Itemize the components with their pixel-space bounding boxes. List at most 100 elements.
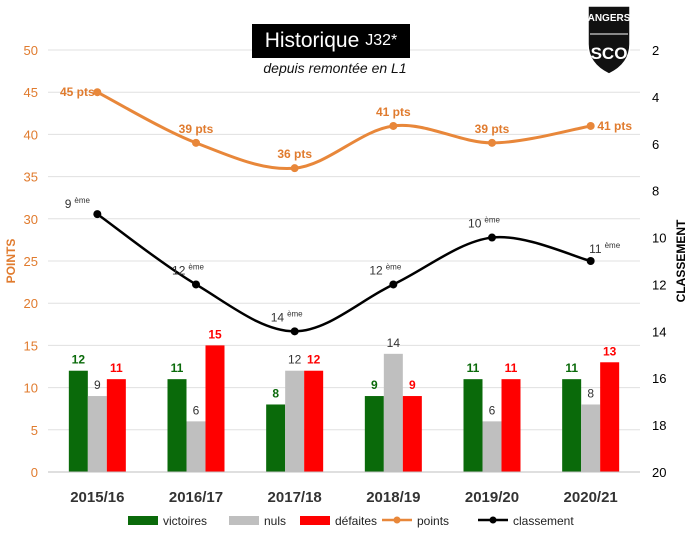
points-data-label: 41 pts	[376, 105, 411, 119]
y-right-tick-label: 4	[652, 90, 659, 105]
bar-nuls	[186, 421, 206, 472]
bar-nuls	[383, 353, 403, 472]
y-right-tick-label: 8	[652, 184, 659, 199]
point-marker	[586, 121, 595, 130]
bar-data-label: 12	[288, 353, 302, 367]
points-data-label: 45 pts	[60, 85, 95, 99]
bar-data-label: 11	[171, 361, 184, 375]
y-right-tick-label: 14	[652, 324, 666, 339]
y-left-axis-title: POINTS	[4, 239, 18, 284]
angers-sco-logo: ANGERS SCO	[587, 5, 631, 75]
legend-marker	[489, 516, 497, 524]
bar-data-label: 14	[387, 336, 401, 350]
x-tick-label: 2017/18	[268, 489, 322, 506]
bar-victoires	[562, 379, 582, 472]
point-marker	[290, 164, 299, 173]
bar-défaites	[600, 362, 620, 472]
y-left-tick-label: 20	[24, 296, 38, 311]
point-marker	[389, 121, 398, 130]
classement-marker	[93, 210, 102, 219]
points-data-label: 36 pts	[277, 147, 312, 161]
bar-victoires	[266, 404, 286, 472]
points-data-label: 41 pts	[597, 119, 632, 133]
x-tick-label: 2015/16	[70, 489, 124, 506]
classement-data-label: 12 ème	[172, 262, 204, 277]
bar-data-label: 9	[94, 378, 101, 392]
title-suffix: J32*	[365, 32, 398, 49]
chart-title: Historique J32*	[252, 24, 410, 58]
bar-data-label: 11	[565, 361, 578, 375]
chart-subtitle: depuis remontée en L1	[263, 60, 407, 76]
bar-data-label: 9	[371, 378, 378, 392]
bar-series	[68, 345, 620, 472]
bar-défaites	[501, 379, 521, 472]
y-left-tick-label: 10	[24, 381, 38, 396]
y-right-tick-label: 12	[652, 277, 666, 292]
y-right-tick-label: 10	[652, 231, 666, 246]
bar-nuls	[581, 404, 601, 472]
bar-data-labels: 12 11 8 9 11 11 9 6 12 14 6 8 11 15 12 9 11 13	[72, 327, 617, 417]
bar-data-label: 9	[409, 378, 416, 392]
classement-data-label: 10 ème	[468, 216, 500, 231]
y-left-tick-label: 40	[24, 127, 38, 142]
y-right-tick-label: 18	[652, 418, 666, 433]
gridlines	[48, 49, 640, 473]
classement-data-label: 11 ème	[589, 241, 621, 256]
bar-data-label: 11	[110, 361, 123, 375]
bar-data-label: 15	[208, 327, 222, 341]
y-left-tick-label: 30	[24, 212, 38, 227]
legend: victoires nuls défaites points classement	[128, 514, 574, 528]
bar-victoires	[167, 379, 187, 472]
legend-label: points	[417, 514, 449, 528]
bar-nuls	[87, 396, 107, 472]
y-right-tick-label: 16	[652, 371, 666, 386]
bar-data-label: 12	[307, 353, 321, 367]
y-left-tick-label: 35	[24, 170, 38, 185]
bar-défaites	[402, 396, 422, 472]
classement-marker	[192, 280, 200, 289]
line-classement	[96, 213, 591, 333]
y-left-tick-label: 15	[24, 338, 38, 353]
points-data-label: 39 pts	[179, 122, 214, 136]
legend-swatch	[229, 516, 259, 525]
y-left-tick-label: 5	[31, 423, 38, 438]
classement-data-label: 14 ème	[271, 309, 303, 324]
y-left-tick-label: 25	[24, 254, 38, 269]
classement-marker	[586, 257, 595, 265]
bar-data-label: 12	[72, 353, 86, 367]
bar-victoires	[463, 379, 483, 472]
bar-data-label: 8	[272, 386, 279, 400]
y-right-tick-label: 6	[652, 137, 659, 152]
legend-label: classement	[513, 514, 574, 528]
point-marker	[192, 138, 200, 147]
x-tick-label: 2016/17	[169, 489, 223, 506]
bar-défaites	[304, 370, 324, 472]
legend-label: défaites	[335, 514, 377, 528]
legend-swatch	[300, 516, 330, 525]
legend-swatch	[128, 516, 158, 525]
logo-text-top: ANGERS	[588, 13, 631, 24]
bar-data-label: 13	[603, 344, 617, 358]
bar-victoires	[68, 370, 88, 472]
y-left-tick-label: 45	[24, 85, 38, 100]
y-right-axis-title: CLASSEMENT	[674, 219, 688, 302]
legend-marker	[393, 516, 401, 524]
classement-data-label: 9 ème	[65, 196, 91, 211]
bar-défaites	[106, 379, 126, 472]
points-data-label: 39 pts	[475, 122, 510, 136]
y-right-tick-label: 2	[652, 43, 659, 58]
legend-label: nuls	[264, 514, 286, 528]
title-main: Historique	[264, 29, 360, 52]
bar-data-label: 11	[505, 361, 518, 375]
bar-data-label: 6	[193, 403, 200, 417]
logo-text-bottom: SCO	[591, 44, 628, 63]
point-marker	[488, 138, 496, 147]
classement-marker	[488, 233, 496, 242]
bar-nuls	[285, 370, 305, 472]
bar-défaites	[205, 345, 225, 472]
classement-marker	[290, 327, 299, 336]
bar-nuls	[482, 421, 502, 472]
y-right-tick-label: 20	[652, 465, 666, 480]
line-points	[96, 90, 591, 170]
